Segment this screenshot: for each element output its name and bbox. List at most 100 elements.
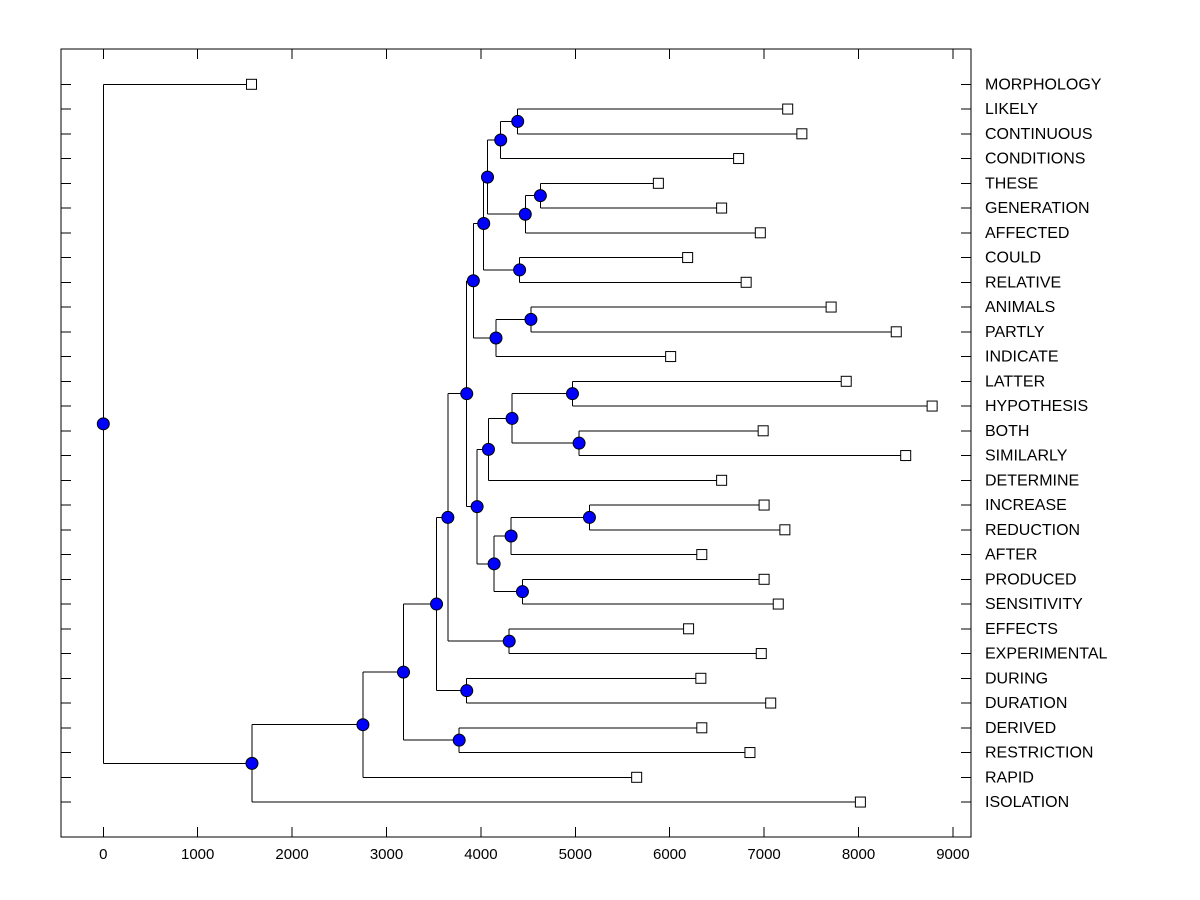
internal-node-M25: [396, 665, 410, 679]
internal-node-M4: [481, 170, 495, 184]
plot-border: [60, 48, 972, 838]
leaf-marker-generation: [716, 202, 728, 214]
leaf-label-derived: DERIVED: [985, 720, 1056, 737]
internal-node-M0: [511, 114, 525, 128]
leaf-label-increase: INCREASE: [985, 497, 1067, 514]
leaf-marker-hypothesis: [926, 400, 938, 412]
leaf-label-isolation: ISOLATION: [985, 794, 1069, 811]
internal-node-M17: [487, 557, 501, 571]
leaf-label-sensitivity: SENSITIVITY: [985, 596, 1083, 613]
internal-node-M18: [470, 500, 484, 514]
leaf-label-after: AFTER: [985, 547, 1037, 564]
internal-node-M19: [460, 387, 474, 401]
leaf-marker-sensitivity: [772, 598, 784, 610]
leaf-label-reduction: REDUCTION: [985, 522, 1080, 539]
internal-node-M22: [460, 684, 474, 698]
leaf-marker-indicate: [665, 351, 677, 363]
internal-node-M8: [489, 331, 503, 345]
leaf-marker-determine: [716, 474, 728, 486]
leaf-marker-similarly: [900, 450, 912, 462]
x-tick-label-6000: 6000: [653, 846, 686, 863]
leaf-label-rapid: RAPID: [985, 769, 1034, 786]
leaf-marker-latter: [840, 375, 852, 387]
internal-node-M2: [533, 189, 547, 203]
leaf-label-restriction: RESTRICTION: [985, 745, 1093, 762]
internal-node-M23: [430, 597, 444, 611]
leaf-label-could: COULD: [985, 250, 1041, 267]
internal-node-M7: [524, 312, 538, 326]
leaf-marker-morphology: [246, 78, 258, 90]
internal-node-M20: [502, 634, 516, 648]
leaf-label-conditions: CONDITIONS: [985, 151, 1085, 168]
leaf-marker-partly: [890, 326, 902, 338]
leaf-marker-after: [696, 549, 708, 561]
leaf-marker-produced: [758, 573, 770, 585]
leaf-marker-derived: [696, 722, 708, 734]
x-tick-label-1000: 1000: [181, 846, 214, 863]
internal-node-M1: [494, 133, 508, 147]
leaf-label-affected: AFFECTED: [985, 225, 1069, 242]
internal-node-M11: [572, 436, 586, 450]
leaf-marker-isolation: [854, 796, 866, 808]
leaf-label-determine: DETERMINE: [985, 472, 1079, 489]
leaf-label-animals: ANIMALS: [985, 299, 1055, 316]
leaf-label-relative: RELATIVE: [985, 274, 1061, 291]
x-tick-label-3000: 3000: [370, 846, 403, 863]
leaf-marker-reduction: [779, 524, 791, 536]
leaf-label-both: BOTH: [985, 423, 1029, 440]
leaf-label-hypothesis: HYPOTHESIS: [985, 398, 1088, 415]
internal-node-M27: [245, 756, 259, 770]
leaf-label-continuous: CONTINUOUS: [985, 126, 1093, 143]
internal-node-M28: [96, 417, 110, 431]
internal-node-M12: [505, 411, 519, 425]
internal-node-M10: [565, 387, 579, 401]
x-tick-label-0: 0: [99, 846, 107, 863]
leaf-label-likely: LIKELY: [985, 101, 1038, 118]
leaf-marker-continuous: [796, 128, 808, 140]
leaf-marker-animals: [825, 301, 837, 313]
leaf-label-produced: PRODUCED: [985, 571, 1077, 588]
internal-node-M5: [513, 263, 527, 277]
leaf-marker-these: [652, 177, 664, 189]
internal-node-M16: [515, 585, 529, 599]
x-tick-label-2000: 2000: [275, 846, 308, 863]
leaf-label-similarly: SIMILARLY: [985, 448, 1068, 465]
leaf-marker-restriction: [744, 747, 756, 759]
internal-node-M13: [481, 442, 495, 456]
leaf-marker-could: [682, 252, 694, 264]
leaf-marker-conditions: [733, 153, 745, 165]
leaf-label-these: THESE: [985, 175, 1038, 192]
leaf-label-morphology: MORPHOLOGY: [985, 76, 1102, 93]
leaf-marker-affected: [754, 227, 766, 239]
internal-node-M3: [518, 207, 532, 221]
leaf-label-effects: EFFECTS: [985, 621, 1058, 638]
x-tick-label-7000: 7000: [747, 846, 780, 863]
leaf-marker-during: [695, 672, 707, 684]
leaf-label-generation: GENERATION: [985, 200, 1090, 217]
leaf-marker-experimental: [755, 648, 767, 660]
internal-node-M21: [441, 510, 455, 524]
leaf-marker-likely: [782, 103, 794, 115]
internal-node-M15: [504, 529, 518, 543]
leaf-marker-both: [757, 425, 769, 437]
leaf-label-partly: PARTLY: [985, 324, 1045, 341]
x-tick-label-4000: 4000: [464, 846, 497, 863]
leaf-marker-increase: [758, 499, 770, 511]
internal-node-M14: [582, 510, 596, 524]
leaf-marker-duration: [765, 697, 777, 709]
x-tick-label-5000: 5000: [559, 846, 592, 863]
leaf-label-duration: DURATION: [985, 695, 1067, 712]
leaf-marker-rapid: [631, 771, 643, 783]
leaf-label-during: DURING: [985, 670, 1048, 687]
leaf-marker-relative: [740, 276, 752, 288]
internal-node-M24: [452, 733, 466, 747]
leaf-label-indicate: INDICATE: [985, 349, 1058, 366]
internal-node-M9: [466, 274, 480, 288]
leaf-marker-effects: [683, 623, 695, 635]
leaf-label-latter: LATTER: [985, 373, 1045, 390]
x-tick-label-9000: 9000: [936, 846, 969, 863]
internal-node-M26: [356, 718, 370, 732]
internal-node-M6: [477, 217, 491, 231]
